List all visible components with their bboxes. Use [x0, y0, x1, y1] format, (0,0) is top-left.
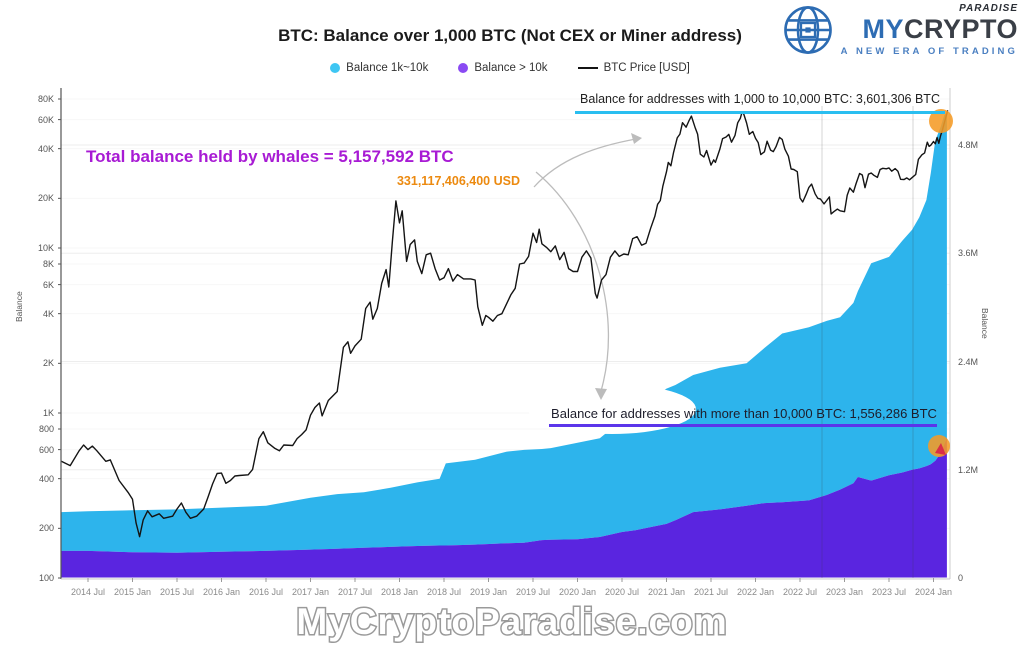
axis-tick-x: 2016 Jan — [202, 587, 241, 597]
legend-item: Balance 1k~10k — [330, 62, 428, 74]
arrowhead-icon — [595, 388, 607, 400]
area-balance-1k-10k — [61, 112, 947, 553]
axis-tick-left: 40K — [37, 143, 54, 154]
axis-tick-x: 2015 Jan — [113, 587, 152, 597]
left-axis-label: Balance — [14, 291, 24, 322]
axis-tick-left: 6K — [42, 279, 54, 290]
axis-tick-left: 100 — [38, 573, 54, 583]
axis-tick-x: 2017 Jan — [291, 587, 330, 597]
axis-tick-left: 400 — [38, 473, 54, 484]
logo-wordmark: PARADISE MYCRYPTO A NEW ERA OF TRADING — [841, 4, 1018, 57]
axis-tick-left: 4K — [42, 308, 54, 319]
axis-tick-left: 800 — [38, 423, 54, 434]
annotation-over-10k: Balance for addresses with more than 10,… — [551, 406, 937, 421]
annotation-range-1k-10k: Balance for addresses with 1,000 to 10,0… — [580, 92, 940, 106]
legend-item: BTC Price [USD] — [577, 62, 690, 74]
axis-tick-x: 2018 Jul — [426, 587, 462, 597]
legend-item-label: BTC Price [USD] — [603, 62, 690, 74]
axis-tick-x: 2019 Jul — [515, 587, 551, 597]
axis-tick-x: 2020 Jan — [558, 587, 597, 597]
globe-icon — [783, 6, 832, 55]
axis-tick-left: 1K — [42, 408, 54, 418]
marker-accent — [935, 443, 946, 455]
axis-tick-right: 4.8M — [958, 140, 979, 150]
watermark-text: MyCryptoParadise.com — [296, 601, 727, 642]
legend-line-icon — [577, 67, 598, 69]
axis-tick-right: 0 — [958, 573, 964, 583]
right-axis-label: Balance — [980, 308, 990, 339]
legend-item-label: Balance > 10k — [474, 62, 548, 74]
axis-tick-x: 2020 Jul — [604, 587, 640, 597]
chart-legend: Balance 1k~10k Balance > 10k BTC Price [US… — [0, 62, 1020, 74]
logo-name: MYCRYPTO — [862, 16, 1018, 43]
legend-dot-icon — [458, 63, 469, 73]
brand-logo: PARADISE MYCRYPTO A NEW ERA OF TRADING — [782, 4, 1018, 57]
axis-tick-left: 200 — [38, 523, 54, 534]
annotation-underline-cyan — [575, 111, 945, 114]
logo-crypto: CRYPTO — [903, 14, 1018, 44]
area-balance-over-10k — [61, 437, 947, 578]
arrowhead-icon — [631, 133, 642, 144]
annotation-whale-total: Total balance held by whales = 5,157,592… — [86, 147, 454, 166]
axis-tick-right: 3.6M — [958, 248, 979, 259]
logo-tagline: A NEW ERA OF TRADING — [840, 46, 1018, 57]
axis-tick-left: 60K — [37, 114, 54, 125]
axis-tick-x: 2014 Jul — [70, 587, 106, 597]
axis-tick-x: 2016 Jul — [248, 587, 284, 597]
axis-tick-left: 80K — [37, 93, 54, 104]
axis-tick-left: 20K — [37, 193, 54, 204]
annotation-backdrop — [528, 384, 696, 434]
axis-tick-right: 2.4M — [958, 356, 979, 367]
axis-tick-x: 2023 Jan — [825, 587, 864, 597]
axis-tick-x: 2018 Jan — [380, 587, 419, 597]
axis-tick-x: 2022 Jan — [736, 587, 775, 597]
axis-tick-left: 2K — [42, 358, 54, 369]
axis-tick-left: 8K — [42, 258, 54, 269]
page-title: BTC: Balance over 1,000 BTC (Not CEX or … — [278, 26, 742, 45]
axis-tick-left: 10K — [37, 243, 54, 253]
highlight-marker-price-top — [929, 109, 953, 133]
legend-item: Balance > 10k — [458, 62, 548, 74]
arrow-to-bottom-annotation — [535, 171, 610, 392]
axis-tick-x: 2021 Jan — [647, 587, 686, 597]
axis-tick-x: 2015 Jul — [159, 587, 195, 597]
annotation-usd-value: 331,117,406,400 USD — [396, 174, 520, 188]
axis-tick-x: 2023 Jul — [871, 587, 907, 597]
axis-tick-x: 2017 Jul — [337, 587, 373, 597]
axis-tick-left: 600 — [38, 444, 54, 455]
btc-price-line — [60, 110, 949, 538]
axis-tick-x: 2024 Jan — [914, 587, 953, 597]
arrow-to-top-annotation — [533, 138, 637, 188]
axis-tick-right: 1.2M — [958, 464, 979, 475]
legend-dot-icon — [330, 63, 341, 73]
axis-tick-x: 2021 Jul — [693, 587, 729, 597]
axis-tick-x: 2019 Jan — [469, 587, 508, 597]
logo-my: MY — [862, 14, 904, 44]
legend-item-label: Balance 1k~10k — [346, 62, 429, 74]
axis-tick-x: 2022 Jul — [782, 587, 818, 597]
logo-paradise: PARADISE — [959, 3, 1018, 14]
watermark: MyCryptoParadise.com — [295, 600, 728, 644]
annotation-underline-purple — [549, 424, 937, 427]
